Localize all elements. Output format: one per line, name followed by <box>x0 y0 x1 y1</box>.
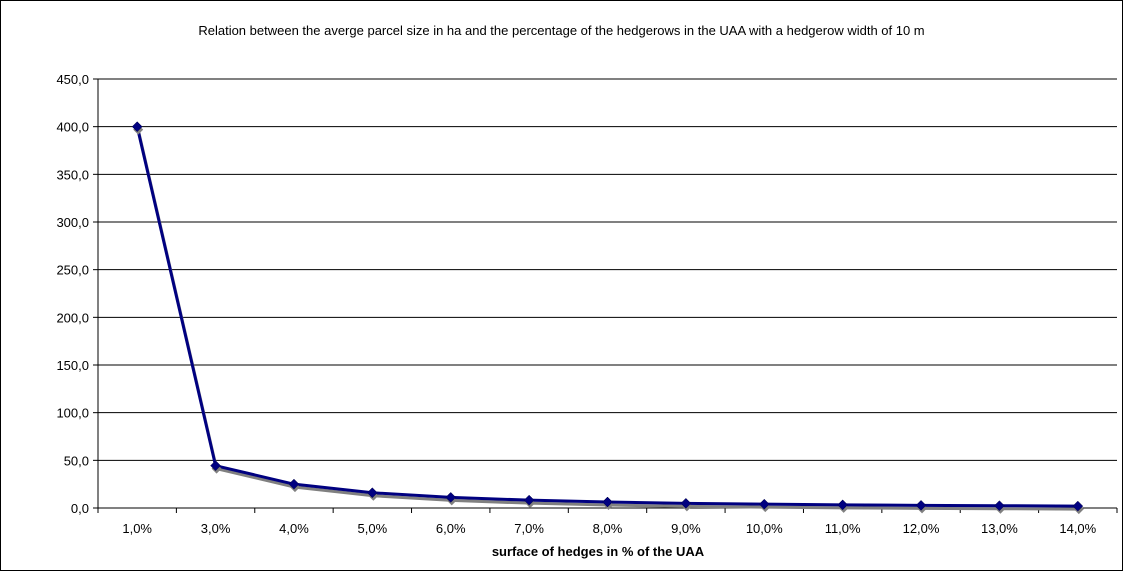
gridlines <box>98 78 1117 461</box>
x-tick-label: 3,0% <box>201 521 231 536</box>
x-tick-label: 14,0% <box>1059 521 1096 536</box>
x-tick-label: 13,0% <box>981 521 1018 536</box>
x-tick-label: 12,0% <box>903 521 940 536</box>
x-tick-label: 6,0% <box>436 521 466 536</box>
data-point <box>915 499 927 511</box>
x-tick-label: 7,0% <box>514 521 544 536</box>
y-tick-label: 400,0 <box>56 120 89 135</box>
x-axis-title: surface of hedges in % of the UAA <box>492 544 705 559</box>
x-tick-label: 5,0% <box>358 521 388 536</box>
data-point <box>680 497 692 509</box>
y-tick-label: 50,0 <box>64 453 89 468</box>
data-point <box>1072 500 1084 512</box>
data-point <box>758 498 770 510</box>
y-tick-label: 300,0 <box>56 215 89 230</box>
x-tick-label: 9,0% <box>671 521 701 536</box>
y-tick-labels: 0,0 50,0 100,0 150,0 200,0 250,0 300,0 350,0 400… <box>56 72 89 516</box>
y-tick-label: 150,0 <box>56 358 89 373</box>
y-tick-label: 350,0 <box>56 167 89 182</box>
data-point <box>523 494 535 506</box>
x-tick-label: 8,0% <box>593 521 623 536</box>
data-point <box>837 499 849 511</box>
x-tick-labels: 1,0% 3,0% 4,0% 5,0% 6,0% 7,0% 8,0% 9,0% 10,0% 11,… <box>122 521 1096 536</box>
data-point <box>210 460 221 472</box>
y-tick-label: 200,0 <box>56 310 89 325</box>
data-point <box>366 487 378 499</box>
series-line-shadow <box>136 129 1079 511</box>
data-point <box>602 496 613 508</box>
y-tick-label: 0,0 <box>71 501 89 516</box>
x-tick-label: 1,0% <box>122 521 152 536</box>
y-tick-label: 450,0 <box>56 72 89 87</box>
data-point <box>445 492 457 503</box>
data-series <box>131 121 1084 515</box>
x-tick-label: 10,0% <box>746 521 783 536</box>
y-tick-label: 250,0 <box>56 263 89 278</box>
data-point <box>288 478 300 490</box>
data-point <box>131 121 143 133</box>
axes <box>93 78 1118 513</box>
x-tick-label: 4,0% <box>279 521 309 536</box>
chart-title: Relation between the averge parcel size … <box>198 23 925 38</box>
series-line <box>135 126 1078 508</box>
y-tick-label: 100,0 <box>56 406 89 421</box>
data-point <box>994 500 1005 512</box>
x-tick-label: 11,0% <box>825 521 861 536</box>
